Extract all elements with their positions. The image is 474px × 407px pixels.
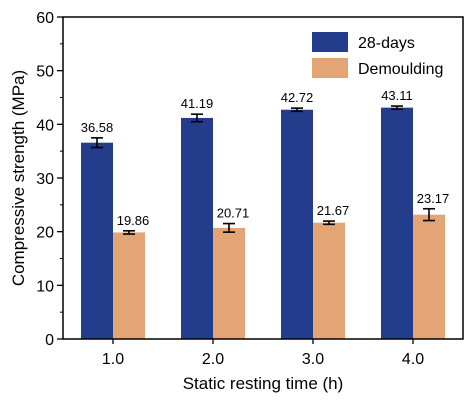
data-label: 20.71 [217, 206, 250, 221]
bar-demoulding-3.0 [313, 222, 345, 339]
value-labels-layer: 36.58 41.19 42.72 43.11 19.86 20.71 21.67 23.17 [81, 88, 450, 228]
x-tick-label: 3.0 [302, 351, 324, 368]
bar-28-days-4.0 [381, 107, 413, 339]
y-tick-label: 50 [36, 64, 54, 81]
y-tick-label: 10 [36, 278, 54, 295]
y-tick-label: 30 [36, 171, 54, 188]
bars-layer [81, 107, 445, 340]
legend: 28-days Demoulding [312, 32, 443, 78]
bar-28-days-1.0 [81, 142, 113, 339]
legend-label: Demoulding [358, 61, 443, 78]
data-label: 42.72 [281, 90, 314, 105]
data-label: 36.58 [81, 120, 114, 135]
y-axis: 0 10 20 30 40 50 60 [36, 10, 63, 349]
x-tick-label: 4.0 [402, 351, 424, 368]
data-label: 43.11 [381, 88, 413, 103]
x-tick-label: 2.0 [202, 351, 224, 368]
y-tick-label: 40 [36, 117, 54, 134]
bar-demoulding-4.0 [413, 214, 445, 339]
bar-demoulding-2.0 [213, 227, 245, 339]
data-label: 21.67 [317, 203, 350, 218]
bar-28-days-2.0 [181, 117, 213, 340]
x-axis: 1.0 2.0 3.0 4.0 [102, 339, 424, 368]
data-label: 41.19 [181, 96, 214, 111]
legend-label: 28-days [358, 35, 415, 52]
y-tick-label: 60 [36, 10, 54, 27]
y-axis-title: Compressive strength (MPa) [9, 70, 28, 286]
error-bars-layer [91, 105, 435, 235]
legend-swatch-demoulding [312, 58, 348, 78]
x-axis-title: Static resting time (h) [183, 374, 344, 393]
data-label: 19.86 [117, 213, 150, 228]
data-label: 23.17 [417, 191, 450, 206]
y-tick-label: 20 [36, 225, 54, 242]
legend-swatch-28-days [312, 32, 348, 52]
x-tick-label: 1.0 [102, 351, 124, 368]
bar-28-days-3.0 [281, 109, 313, 340]
y-tick-label: 0 [45, 332, 54, 349]
bar-demoulding-1.0 [113, 232, 145, 339]
